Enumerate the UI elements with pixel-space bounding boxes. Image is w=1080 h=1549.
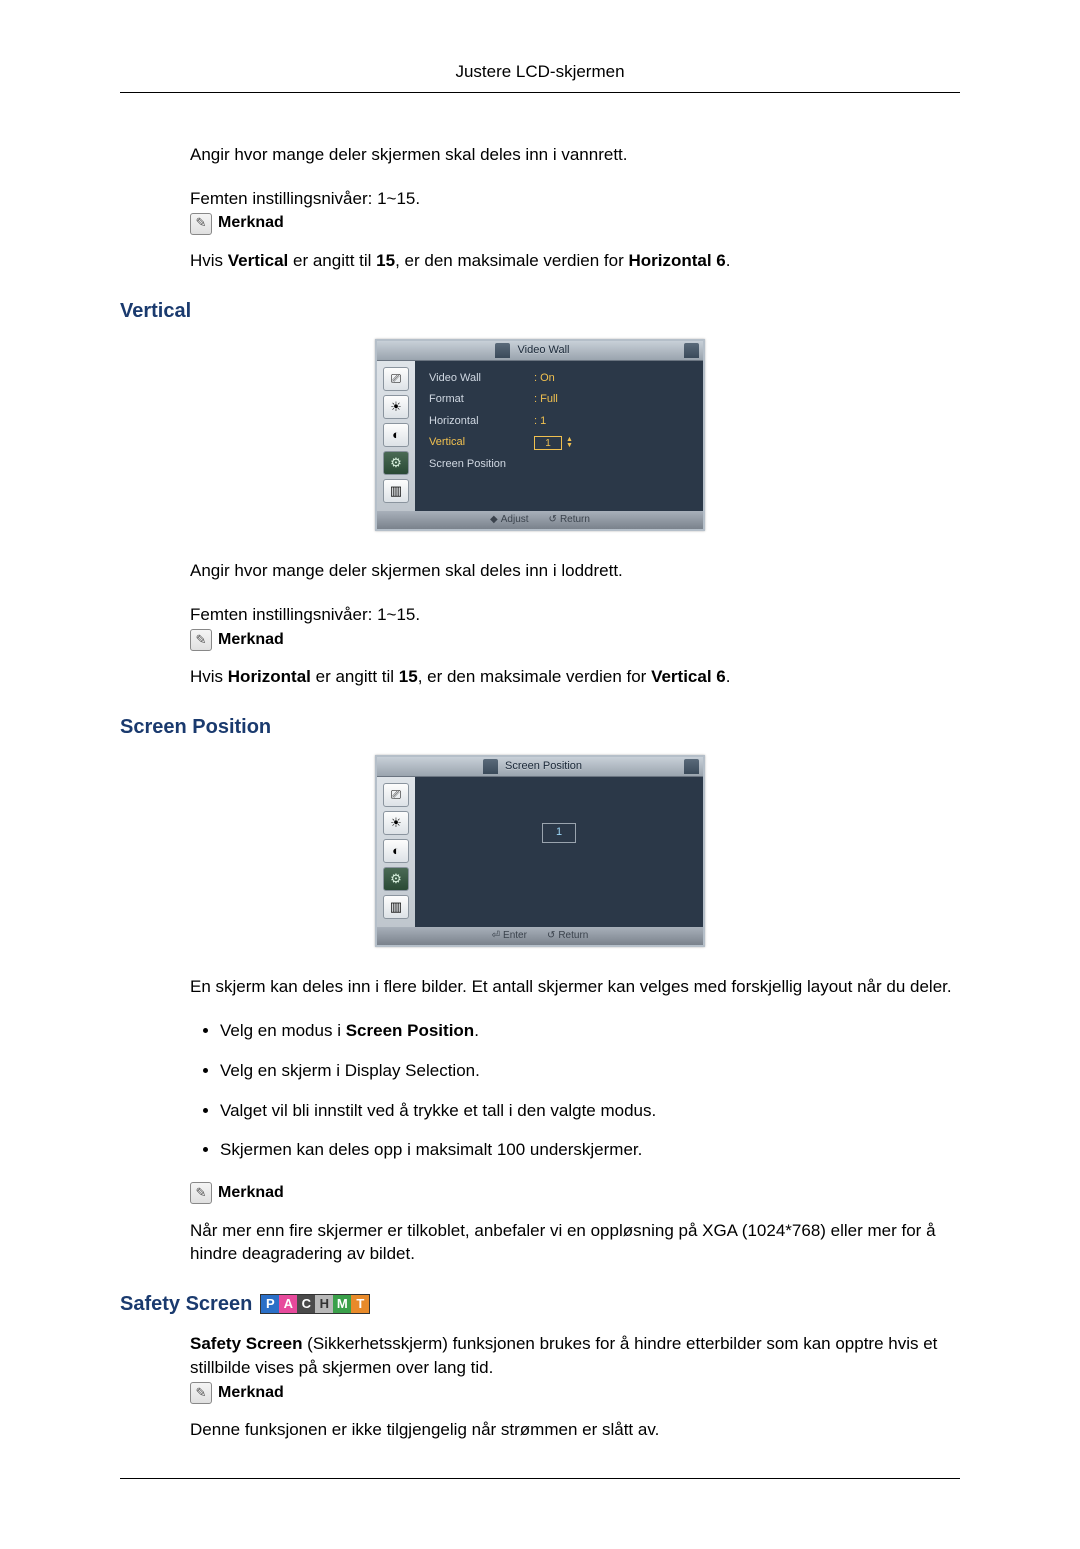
osd-side-icon-1[interactable]: ⎚ — [383, 783, 409, 807]
intro-note-body: Hvis Vertical er angitt til 15, er den m… — [190, 249, 960, 273]
osd-body: ⎚ ☀ ◐ ⚙ ▥ 1 — [377, 777, 703, 927]
osd-side-icon-4[interactable]: ⚙ — [383, 451, 409, 475]
osd-side-icon-5[interactable]: ▥ — [383, 895, 409, 919]
osd-content: 1 — [415, 777, 703, 927]
safety-screen-block: Safety Screen (Sikkerhetsskjerm) funksjo… — [120, 1332, 960, 1442]
osd-row-format[interactable]: Format : Full — [429, 392, 689, 407]
note-icon: ✎ — [190, 1382, 212, 1404]
osd-sidebar: ⎚ ☀ ◐ ⚙ ▥ — [377, 361, 415, 511]
osd-row-horizontal[interactable]: Horizontal : 1 — [429, 414, 689, 429]
badge-m-icon: M — [333, 1295, 351, 1313]
osd-side-icon-2[interactable]: ☀ — [383, 395, 409, 419]
screen-position-heading: Screen Position — [120, 713, 960, 741]
slider-arrows-icon: ▲▼ — [566, 437, 573, 449]
intro-block: Angir hvor mange deler skjermen skal del… — [120, 143, 960, 273]
safety-screen-heading: Safety Screen — [120, 1290, 252, 1318]
osd-row-vertical[interactable]: Vertical 1 ▲▼ — [429, 435, 689, 450]
osd-row-videowall[interactable]: Video Wall : On — [429, 371, 689, 386]
note-row: ✎ Merknad — [190, 1382, 960, 1404]
badge-c-icon: C — [297, 1295, 315, 1313]
osd-titlebar: Video Wall — [377, 341, 703, 361]
page: Justere LCD-skjermen Angir hvor mange de… — [0, 0, 1080, 1549]
safety-screen-heading-row: Safety Screen P A C H M T — [120, 1290, 960, 1318]
vertical-block: Angir hvor mange deler skjermen skal del… — [120, 559, 960, 689]
note-icon: ✎ — [190, 213, 212, 235]
note-row: ✎ Merknad — [190, 1182, 960, 1204]
vertical-heading: Vertical — [120, 297, 960, 325]
osd-side-icon-3[interactable]: ◐ — [383, 839, 409, 863]
note-label: Merknad — [218, 629, 284, 651]
note-label: Merknad — [218, 212, 284, 234]
sp-bullets: Velg en modus i Screen Position. Velg en… — [190, 1019, 960, 1162]
osd-title: Screen Position — [505, 759, 582, 774]
safety-text: Safety Screen (Sikkerhetsskjerm) funksjo… — [190, 1332, 960, 1380]
osd-row-screenposition[interactable]: Screen Position — [429, 457, 689, 472]
note-row: ✎ Merknad — [190, 629, 960, 651]
badge-p-icon: P — [261, 1295, 279, 1313]
badge-h-icon: H — [315, 1295, 333, 1313]
list-item: Velg en modus i Screen Position. — [220, 1019, 960, 1043]
osd-body: ⎚ ☀ ◐ ⚙ ▥ Video Wall : On Format : Full … — [377, 361, 703, 511]
osd-footer: ◆ Adjust ↺ Return — [377, 511, 703, 529]
osd-sidebar: ⎚ ☀ ◐ ⚙ ▥ — [377, 777, 415, 927]
vertical-text-2: Femten instillingsnivåer: 1~15. — [190, 603, 960, 627]
osd-slider[interactable]: 1 ▲▼ — [534, 437, 634, 449]
vertical-note-body: Hvis Horizontal er angitt til 15, er den… — [190, 665, 960, 689]
vertical-text-1: Angir hvor mange deler skjermen skal del… — [190, 559, 960, 583]
osd-footer-return: ↺ Return — [547, 929, 588, 943]
osd-side-icon-3[interactable]: ◐ — [383, 423, 409, 447]
osd-side-icon-4[interactable]: ⚙ — [383, 867, 409, 891]
page-header: Justere LCD-skjermen — [120, 60, 960, 93]
badge-a-icon: A — [279, 1295, 297, 1313]
osd-footer-return: ↺ Return — [549, 513, 590, 527]
safety-note-body: Denne funksjonen er ikke tilgjengelig nå… — [190, 1418, 960, 1442]
note-icon: ✎ — [190, 629, 212, 651]
osd-side-icon-1[interactable]: ⎚ — [383, 367, 409, 391]
badge-t-icon: T — [351, 1295, 369, 1313]
osd-position-cell[interactable]: 1 — [542, 823, 576, 843]
screen-position-block: En skjerm kan deles inn i flere bilder. … — [120, 975, 960, 1266]
note-row: ✎ Merknad — [190, 212, 960, 234]
note-icon: ✎ — [190, 1182, 212, 1204]
sp-text-1: En skjerm kan deles inn i flere bilder. … — [190, 975, 960, 999]
note-label: Merknad — [218, 1382, 284, 1404]
list-item: Skjermen kan deles opp i maksimalt 100 u… — [220, 1138, 960, 1162]
osd-panel-screenposition: Screen Position ⎚ ☀ ◐ ⚙ ▥ 1 ⏎ Enter ↺ Re… — [375, 755, 705, 947]
osd-side-icon-2[interactable]: ☀ — [383, 811, 409, 835]
osd-footer-adjust: ◆ Adjust — [490, 513, 529, 527]
badge-strip: P A C H M T — [260, 1294, 370, 1314]
intro-text-1: Angir hvor mange deler skjermen skal del… — [190, 143, 960, 167]
list-item: Velg en skjerm i Display Selection. — [220, 1059, 960, 1083]
osd-title: Video Wall — [518, 343, 570, 358]
sp-note-body: Når mer enn fire skjermer er tilkoblet, … — [190, 1219, 960, 1267]
osd-content: Video Wall : On Format : Full Horizontal… — [415, 361, 703, 511]
slider-value: 1 — [534, 436, 562, 450]
osd-panel-vertical: Video Wall ⎚ ☀ ◐ ⚙ ▥ Video Wall : On For… — [375, 339, 705, 531]
osd-titlebar: Screen Position — [377, 757, 703, 777]
intro-text-2: Femten instillingsnivåer: 1~15. — [190, 187, 960, 211]
osd-side-icon-5[interactable]: ▥ — [383, 479, 409, 503]
bottom-rule — [120, 1478, 960, 1479]
osd-footer-enter: ⏎ Enter — [492, 929, 527, 943]
note-label: Merknad — [218, 1182, 284, 1204]
osd-footer: ⏎ Enter ↺ Return — [377, 927, 703, 945]
list-item: Valget vil bli innstilt ved å trykke et … — [220, 1099, 960, 1123]
